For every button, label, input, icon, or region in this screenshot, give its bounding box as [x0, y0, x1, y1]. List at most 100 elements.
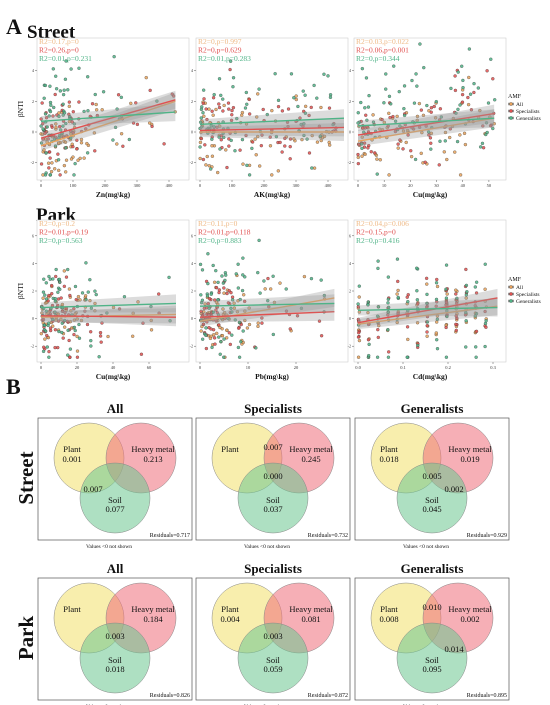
- data-point: [214, 319, 218, 323]
- data-point: [47, 355, 51, 359]
- data-point: [227, 107, 231, 111]
- data-point: [47, 114, 51, 118]
- data-point: [387, 111, 391, 115]
- data-point: [77, 100, 81, 104]
- data-point: [473, 285, 477, 289]
- data-point: [231, 85, 235, 89]
- y-tick-label: 4: [32, 261, 34, 266]
- data-point: [327, 140, 331, 145]
- data-point: [366, 310, 370, 315]
- data-point: [434, 297, 439, 302]
- data-point: [162, 142, 166, 146]
- data-point: [421, 113, 426, 118]
- data-point: [357, 338, 362, 343]
- fit-line: [357, 306, 498, 312]
- data-point: [245, 326, 250, 330]
- data-point: [456, 70, 460, 74]
- data-point: [201, 101, 205, 105]
- data-point: [483, 309, 487, 314]
- data-point: [398, 138, 402, 142]
- data-point: [54, 125, 58, 129]
- data-point: [468, 92, 473, 96]
- data-point: [229, 291, 233, 295]
- legend-marker: [509, 285, 513, 289]
- data-point: [257, 238, 261, 243]
- confidence-band: [41, 305, 176, 324]
- data-point: [63, 318, 67, 323]
- data-point: [271, 332, 275, 337]
- data-point: [387, 173, 391, 177]
- y-tick-label: -2: [348, 344, 351, 349]
- data-point: [425, 324, 429, 328]
- data-point: [119, 95, 124, 99]
- data-point: [243, 318, 247, 323]
- data-point: [76, 294, 81, 299]
- data-point: [235, 310, 240, 314]
- venn-value: 0.005: [422, 471, 441, 481]
- data-point: [236, 286, 240, 290]
- data-point: [199, 329, 203, 333]
- data-point: [93, 149, 97, 153]
- data-point: [491, 126, 495, 131]
- x-axis-label: Cu(mg\kg): [96, 372, 131, 381]
- data-point: [60, 321, 64, 325]
- fit-line: [199, 117, 345, 126]
- data-point: [88, 298, 92, 303]
- data-point: [69, 157, 74, 161]
- data-point: [73, 328, 77, 333]
- data-point: [72, 318, 76, 322]
- x-tick-label: 400: [166, 183, 174, 188]
- data-point: [72, 122, 77, 126]
- data-point: [51, 67, 55, 71]
- data-point: [458, 133, 462, 137]
- data-point: [419, 108, 423, 112]
- data-point: [241, 256, 245, 260]
- data-point: [250, 146, 254, 151]
- data-point: [425, 282, 429, 286]
- venn-title: Specialists: [244, 561, 302, 576]
- data-point: [92, 131, 97, 135]
- data-point: [378, 158, 382, 162]
- stat-label: R2=0,p=0.997: [198, 37, 242, 46]
- confidence-band: [200, 294, 335, 313]
- venn-footer: Values <0 not shown: [403, 544, 449, 550]
- data-point: [467, 47, 472, 51]
- data-point: [373, 151, 377, 155]
- data-point: [50, 283, 54, 288]
- data-point: [44, 281, 48, 285]
- data-point: [85, 141, 89, 146]
- data-point: [210, 345, 214, 350]
- data-point: [241, 329, 245, 333]
- data-point: [266, 276, 270, 281]
- data-point: [404, 140, 408, 145]
- data-point: [318, 134, 323, 138]
- confidence-band: [200, 118, 344, 137]
- x-axis-label: Zn(mg\kg): [96, 190, 131, 199]
- data-point: [63, 325, 67, 329]
- data-point: [276, 169, 280, 173]
- data-point: [51, 324, 55, 328]
- data-point: [395, 292, 399, 296]
- data-point: [50, 292, 54, 296]
- data-point: [226, 301, 231, 305]
- data-point: [62, 88, 66, 92]
- data-point: [70, 120, 74, 124]
- data-point: [79, 137, 84, 142]
- stat-label: R2=0.01,p=0.118: [198, 228, 251, 237]
- venn-title: Specialists: [244, 401, 302, 416]
- data-point: [69, 309, 73, 313]
- data-point: [112, 55, 116, 59]
- data-point: [61, 102, 65, 106]
- data-point: [57, 277, 62, 281]
- data-point: [88, 278, 92, 282]
- data-point: [198, 140, 203, 145]
- data-point: [434, 281, 439, 285]
- data-point: [462, 131, 467, 136]
- data-point: [101, 90, 106, 94]
- data-point: [375, 355, 380, 359]
- data-point: [211, 310, 215, 314]
- data-point: [48, 328, 53, 333]
- data-point: [42, 345, 46, 349]
